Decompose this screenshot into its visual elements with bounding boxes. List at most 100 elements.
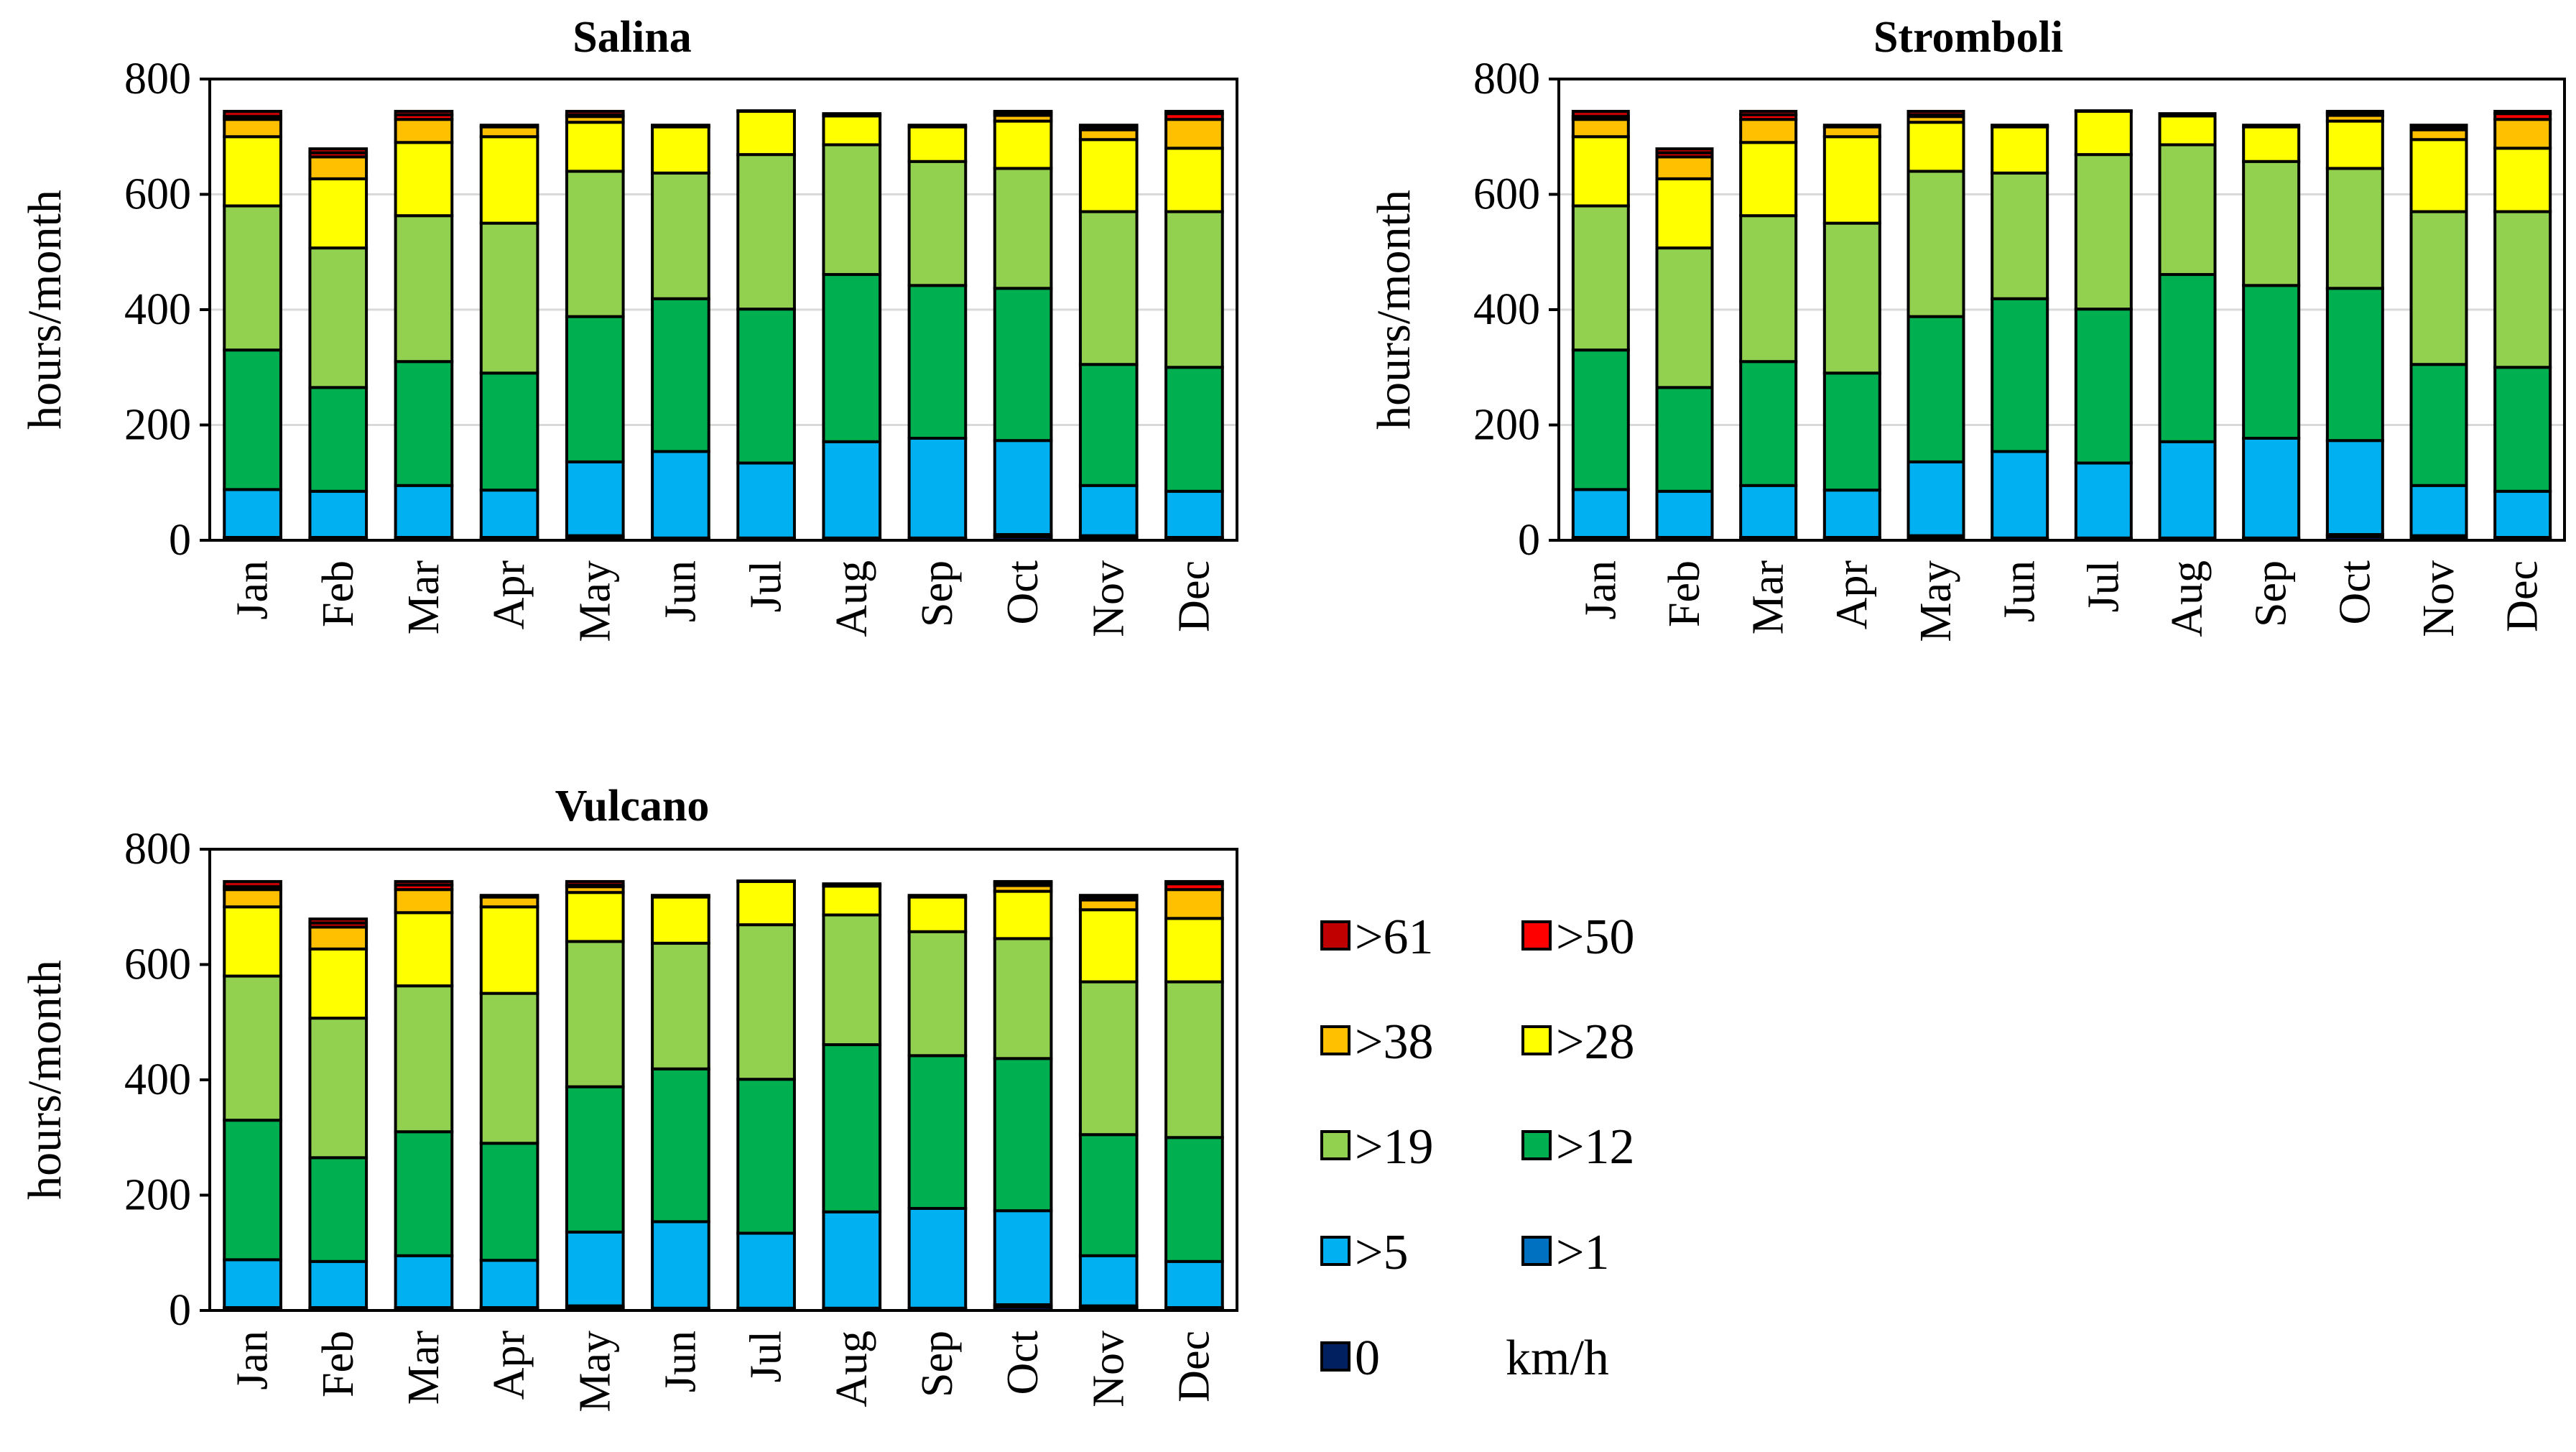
bar-segment-feb-12 bbox=[1655, 386, 1714, 493]
x-tick-label-jun: Jun bbox=[1996, 560, 2044, 622]
bar-segment-sep-19 bbox=[907, 159, 968, 287]
bar-segment-may-28 bbox=[565, 121, 625, 173]
bar-segment-apr-12 bbox=[479, 371, 539, 492]
bar-segment-jun-12 bbox=[1991, 297, 2049, 453]
bar-segment-apr-28 bbox=[479, 905, 539, 995]
legend-swatch bbox=[1521, 1025, 1552, 1055]
bar-segment-may-61 bbox=[565, 109, 625, 116]
bar-segment-jan-38 bbox=[223, 888, 282, 909]
bar-segment-jun-50 bbox=[651, 894, 710, 898]
bar-stack-jan bbox=[1571, 109, 1630, 542]
bar-stack-jul bbox=[2074, 109, 2133, 542]
bar-segment-aug-12 bbox=[2158, 273, 2217, 443]
bars bbox=[223, 109, 1224, 542]
bar-segment-oct-61 bbox=[993, 879, 1053, 884]
bar-segment-apr-38 bbox=[479, 895, 539, 909]
legend-item-1: >1 bbox=[1521, 1225, 1609, 1280]
x-tick-label-apr: Apr bbox=[1827, 560, 1876, 630]
bar-segment-feb-5 bbox=[308, 489, 369, 539]
legend-label: >28 bbox=[1556, 1014, 1634, 1070]
bar-segment-dec-12 bbox=[1164, 366, 1224, 493]
bar-segment-mar-19 bbox=[394, 214, 454, 364]
x-tick-label-sep: Sep bbox=[913, 560, 962, 627]
legend-item-38: >38 bbox=[1320, 1014, 1433, 1070]
bar-segment-feb-12 bbox=[308, 386, 369, 493]
bar-segment-jan-61 bbox=[223, 109, 282, 119]
bar-segment-feb-12 bbox=[308, 1156, 369, 1263]
x-tick-label-oct: Oct bbox=[999, 1331, 1047, 1395]
legend-swatch bbox=[1521, 1130, 1552, 1160]
x-tick-label-feb: Feb bbox=[1660, 560, 1709, 627]
bar-segment-mar-28 bbox=[1739, 141, 1798, 218]
bar-segment-mar-28 bbox=[394, 141, 454, 218]
bar-segment-feb-28 bbox=[308, 947, 369, 1020]
bars bbox=[223, 879, 1224, 1313]
bar-segment-apr-19 bbox=[1822, 221, 1881, 375]
bar-segment-jul-28 bbox=[2074, 109, 2133, 157]
y-tick-label: 800 bbox=[124, 825, 191, 874]
bar-segment-may-12 bbox=[565, 315, 625, 463]
bar-segment-jun-19 bbox=[651, 941, 710, 1070]
bar-segment-dec-28 bbox=[1164, 147, 1224, 213]
bar-segment-may-61 bbox=[565, 879, 625, 887]
bar-stack-oct bbox=[2325, 109, 2384, 542]
bar-stack-mar bbox=[394, 879, 454, 1313]
x-tick-label-jul: Jul bbox=[2079, 560, 2128, 612]
bar-segment-jul-19 bbox=[736, 923, 796, 1081]
bar-segment-apr-50 bbox=[479, 894, 539, 899]
bar-segment-jun-19 bbox=[1991, 171, 2049, 300]
bar-segment-oct-5 bbox=[2325, 439, 2384, 536]
bar-segment-aug-19 bbox=[822, 913, 882, 1047]
y-tick-label: 600 bbox=[1473, 170, 1540, 219]
bar-segment-jul-12 bbox=[736, 307, 796, 465]
bar-segment-jun-50 bbox=[651, 124, 710, 128]
y-tick-label: 200 bbox=[1473, 401, 1540, 450]
x-tick-label-feb: Feb bbox=[314, 560, 363, 627]
legend-swatch bbox=[1320, 1341, 1350, 1372]
bar-segment-apr-28 bbox=[1822, 135, 1881, 225]
bar-segment-oct-19 bbox=[993, 937, 1053, 1060]
bar-segment-jan-19 bbox=[223, 204, 282, 352]
bar-segment-aug-28 bbox=[2158, 114, 2217, 147]
bar-segment-jul-5 bbox=[2074, 461, 2133, 540]
bar-segment-jun-28 bbox=[651, 895, 710, 945]
bar-segment-sep-38 bbox=[2242, 124, 2301, 129]
bar-segment-may-19 bbox=[1906, 170, 1965, 318]
bar-segment-jan-5 bbox=[223, 1258, 282, 1309]
bar-stack-oct bbox=[993, 109, 1053, 542]
bar-segment-aug-5 bbox=[822, 440, 882, 540]
bar-segment-dec-12 bbox=[1164, 1136, 1224, 1263]
bar-segment-nov-5 bbox=[2409, 484, 2468, 537]
bar-segment-jul-5 bbox=[736, 1231, 796, 1310]
bar-segment-oct-61 bbox=[993, 109, 1053, 114]
bar-segment-may-19 bbox=[565, 940, 625, 1088]
bar-stack-jun bbox=[651, 124, 710, 542]
bar-segment-nov-28 bbox=[2409, 138, 2468, 213]
bar-segment-dec-28 bbox=[1164, 917, 1224, 984]
bar-segment-apr-19 bbox=[479, 221, 539, 375]
bar-segment-dec-5 bbox=[2493, 489, 2552, 539]
bar-stack-jan bbox=[223, 879, 282, 1313]
bar-segment-jul-28 bbox=[736, 109, 796, 157]
legend-swatch bbox=[1521, 1236, 1552, 1266]
x-tick-label-nov: Nov bbox=[1084, 560, 1133, 637]
chart-stromboli: 0 200 400 600 800 Jan Feb Mar Apr May Jun Jul Aug Sep… bbox=[1368, 13, 2566, 642]
bar-stack-apr bbox=[479, 124, 539, 542]
bar-segment-aug-28 bbox=[822, 114, 882, 147]
y-tick-label: 800 bbox=[1473, 55, 1540, 103]
bar-segment-aug-5 bbox=[822, 1210, 882, 1310]
bar-segment-nov-5 bbox=[1078, 484, 1139, 537]
bar-segment-jul-38 bbox=[736, 879, 796, 883]
bar-segment-mar-12 bbox=[394, 1130, 454, 1257]
bar-segment-mar-61 bbox=[1739, 109, 1798, 116]
bar-segment-jul-19 bbox=[2074, 153, 2133, 311]
bar-segment-may-28 bbox=[565, 891, 625, 943]
bar-segment-aug-28 bbox=[822, 884, 882, 917]
bar-segment-dec-12 bbox=[2493, 366, 2552, 493]
bars bbox=[1571, 109, 2552, 542]
bar-segment-jan-28 bbox=[223, 135, 282, 208]
x-tick-label-may: May bbox=[1912, 560, 1960, 642]
x-tick-label-jun: Jun bbox=[656, 1331, 705, 1392]
legend-label: >50 bbox=[1556, 910, 1634, 965]
